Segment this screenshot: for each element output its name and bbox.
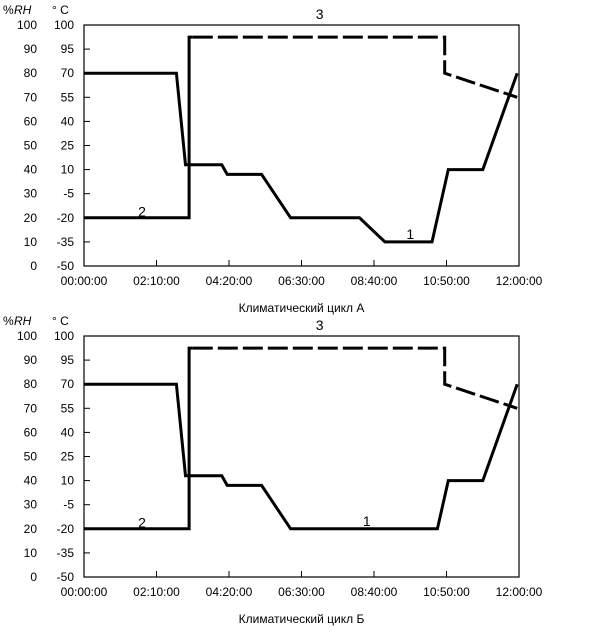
temp-tick-label: 95 (61, 353, 75, 367)
temp-tick-label: 25 (61, 450, 75, 464)
temp-tick-label: -35 (57, 235, 75, 249)
x-tick-label: 02:10:00 (133, 585, 180, 599)
x-tick-label: 10:50:00 (423, 585, 470, 599)
temp-tick-label: 25 (61, 139, 75, 153)
rh-tick-label: 30 (24, 187, 38, 201)
rh-tick-label: 100 (17, 18, 37, 32)
temp-tick-label: -5 (63, 498, 74, 512)
x-tick-label: 12:00:00 (496, 274, 543, 288)
series-line-3 (192, 346, 518, 410)
rh-tick-label: 80 (24, 377, 38, 391)
curve-label-1: 1 (406, 226, 414, 242)
rh-tick-label: 90 (24, 353, 38, 367)
series-line-1 (84, 382, 519, 531)
rh-axis-header: RH (14, 3, 32, 17)
rh-tick-label: 100 (17, 329, 37, 343)
temp-tick-label: -35 (57, 546, 75, 560)
rh-axis-header: RH (14, 314, 32, 328)
temp-axis-header: ° C (52, 3, 69, 17)
rh-tick-label: 50 (24, 450, 38, 464)
curve-label-3: 3 (316, 6, 324, 22)
temp-tick-label: 70 (61, 377, 75, 391)
curve-label-3: 3 (316, 317, 324, 333)
rh-tick-label: 80 (24, 66, 38, 80)
rh-tick-label: 70 (24, 401, 38, 415)
rh-tick-label: 10 (24, 546, 38, 560)
temp-tick-label: -50 (57, 259, 75, 273)
curve-label-2: 2 (138, 514, 146, 530)
temp-tick-label: 70 (61, 66, 75, 80)
temp-tick-label: 55 (61, 90, 75, 104)
temp-tick-label: -5 (63, 187, 74, 201)
rh-tick-label: 40 (24, 474, 38, 488)
curve-label-1: 1 (363, 513, 371, 529)
rh-tick-label: 20 (24, 522, 38, 536)
temp-tick-label: 100 (54, 18, 74, 32)
rh-tick-label: 0 (30, 570, 37, 584)
x-tick-label: 00:00:00 (61, 274, 108, 288)
x-tick-label: 08:40:00 (351, 585, 398, 599)
temp-tick-label: 95 (61, 42, 75, 56)
series-line-3 (192, 35, 518, 99)
rh-tick-label: 60 (24, 114, 38, 128)
rh-tick-label: 20 (24, 211, 38, 225)
temp-tick-label: -20 (57, 522, 75, 536)
rh-tick-label: 0 (30, 259, 37, 273)
rh-tick-label: 40 (24, 163, 38, 177)
rh-tick-label: 30 (24, 498, 38, 512)
temp-tick-label: 40 (61, 114, 75, 128)
rh-tick-label: 60 (24, 425, 38, 439)
temp-tick-label: 10 (61, 163, 75, 177)
x-tick-label: 04:20:00 (206, 585, 253, 599)
rh-tick-label: 10 (24, 235, 38, 249)
rh-tick-label: 90 (24, 42, 38, 56)
temp-tick-label: 100 (54, 329, 74, 343)
temp-tick-label: 40 (61, 425, 75, 439)
series-line-2 (84, 346, 193, 531)
series-line-1 (84, 71, 519, 244)
rh-tick-label: 70 (24, 90, 38, 104)
rh-tick-label: 50 (24, 139, 38, 153)
x-tick-label: 04:20:00 (206, 274, 253, 288)
x-tick-label: 10:50:00 (423, 274, 470, 288)
x-axis-label: Климатический цикл Б (239, 612, 365, 626)
x-tick-label: 06:30:00 (278, 585, 325, 599)
x-axis-label: Климатический цикл А (239, 301, 365, 315)
temp-tick-label: -50 (57, 570, 75, 584)
curve-label-2: 2 (138, 203, 146, 219)
x-tick-label: 00:00:00 (61, 585, 108, 599)
rh-axis-percent: % (3, 3, 14, 17)
x-tick-label: 12:00:00 (496, 585, 543, 599)
temp-tick-label: 10 (61, 474, 75, 488)
rh-axis-percent: % (3, 314, 14, 328)
temp-axis-header: ° C (52, 314, 69, 328)
x-tick-label: 06:30:00 (278, 274, 325, 288)
x-tick-label: 02:10:00 (133, 274, 180, 288)
temp-tick-label: -20 (57, 211, 75, 225)
x-tick-label: 08:40:00 (351, 274, 398, 288)
series-line-2 (84, 35, 193, 220)
plot-frame (83, 24, 520, 267)
plot-frame (83, 335, 520, 578)
temp-tick-label: 55 (61, 401, 75, 415)
